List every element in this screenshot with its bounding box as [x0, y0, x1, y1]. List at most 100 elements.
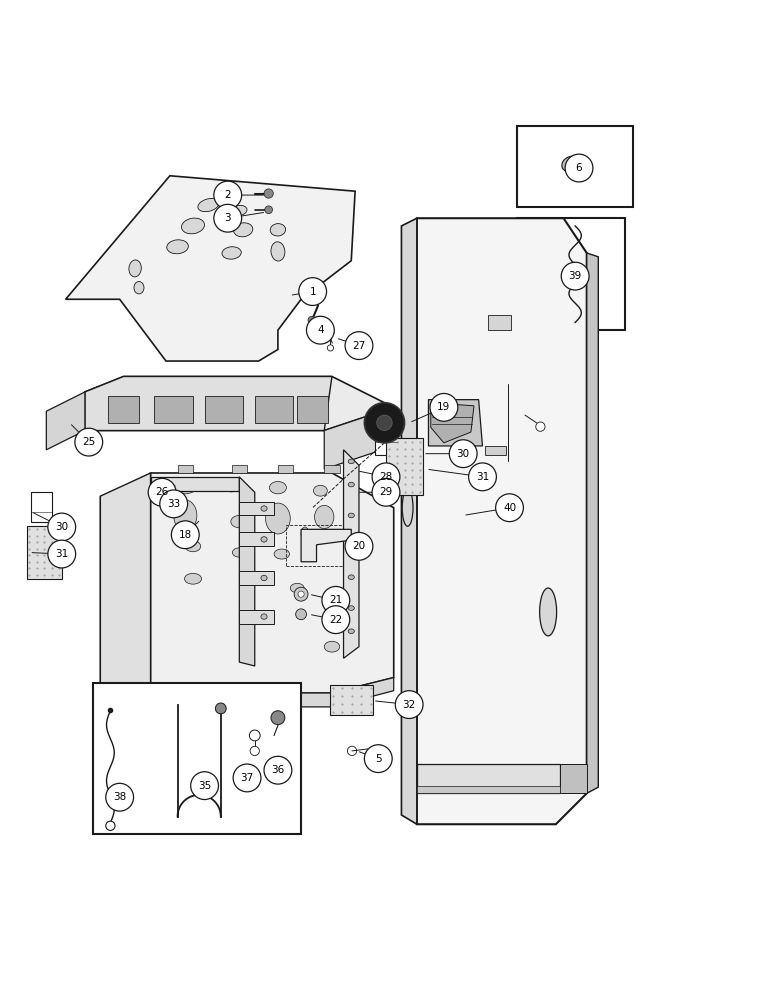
- Ellipse shape: [159, 493, 173, 503]
- Circle shape: [306, 316, 334, 344]
- Text: 29: 29: [379, 487, 393, 497]
- Polygon shape: [100, 496, 239, 710]
- Ellipse shape: [270, 224, 286, 236]
- Ellipse shape: [231, 515, 248, 528]
- Text: 26: 26: [155, 487, 169, 497]
- Ellipse shape: [348, 513, 354, 518]
- Text: 30: 30: [456, 449, 470, 459]
- Ellipse shape: [348, 575, 354, 580]
- Text: 38: 38: [113, 792, 127, 802]
- Text: 21: 21: [329, 595, 343, 605]
- Circle shape: [106, 821, 115, 830]
- Circle shape: [233, 764, 261, 792]
- Circle shape: [106, 783, 134, 811]
- Circle shape: [327, 345, 334, 351]
- Text: 4: 4: [317, 325, 323, 335]
- Text: 40: 40: [503, 503, 516, 513]
- Polygon shape: [46, 392, 85, 450]
- Bar: [517, 126, 633, 207]
- Circle shape: [322, 586, 350, 614]
- Polygon shape: [151, 678, 394, 707]
- Ellipse shape: [261, 575, 267, 581]
- Bar: [417, 786, 560, 793]
- Bar: [205, 396, 243, 423]
- Circle shape: [271, 711, 285, 725]
- Bar: [517, 218, 625, 330]
- Text: 25: 25: [82, 437, 96, 447]
- Ellipse shape: [134, 282, 144, 294]
- Circle shape: [345, 532, 373, 560]
- Circle shape: [75, 428, 103, 456]
- Circle shape: [214, 181, 242, 209]
- Ellipse shape: [198, 199, 219, 212]
- Bar: [485, 446, 506, 455]
- Text: 28: 28: [379, 472, 393, 482]
- Ellipse shape: [232, 205, 247, 216]
- Circle shape: [364, 745, 392, 773]
- Bar: [417, 764, 560, 793]
- Ellipse shape: [348, 482, 354, 487]
- Ellipse shape: [348, 544, 354, 549]
- Polygon shape: [85, 376, 332, 431]
- Text: 37: 37: [240, 773, 254, 783]
- Polygon shape: [428, 400, 482, 446]
- Ellipse shape: [348, 459, 354, 464]
- Circle shape: [171, 521, 199, 549]
- Text: 35: 35: [198, 781, 212, 791]
- Circle shape: [148, 478, 176, 506]
- Polygon shape: [417, 218, 587, 824]
- Circle shape: [308, 316, 316, 324]
- Circle shape: [48, 513, 76, 541]
- Circle shape: [214, 204, 242, 232]
- Bar: [31, 492, 52, 522]
- Bar: [108, 396, 139, 423]
- Ellipse shape: [185, 573, 201, 584]
- Ellipse shape: [348, 606, 354, 610]
- Text: 27: 27: [352, 341, 366, 351]
- Text: 36: 36: [271, 765, 285, 775]
- Circle shape: [364, 403, 405, 443]
- Ellipse shape: [266, 503, 290, 534]
- Ellipse shape: [185, 541, 201, 552]
- Ellipse shape: [174, 478, 197, 494]
- Bar: [178, 465, 193, 473]
- Circle shape: [372, 463, 400, 491]
- Polygon shape: [239, 532, 274, 546]
- Circle shape: [160, 490, 188, 518]
- Ellipse shape: [313, 485, 327, 496]
- Bar: [154, 396, 193, 423]
- Circle shape: [430, 393, 458, 421]
- Ellipse shape: [274, 549, 290, 559]
- Ellipse shape: [261, 506, 267, 511]
- Bar: [330, 685, 373, 715]
- Ellipse shape: [224, 480, 239, 492]
- Polygon shape: [66, 176, 355, 361]
- Bar: [375, 420, 398, 455]
- Ellipse shape: [324, 641, 340, 652]
- Text: 31: 31: [55, 549, 69, 559]
- Polygon shape: [239, 610, 274, 624]
- Text: 1: 1: [310, 287, 316, 297]
- Ellipse shape: [562, 156, 581, 172]
- Circle shape: [48, 540, 76, 568]
- Text: 30: 30: [55, 522, 69, 532]
- Ellipse shape: [301, 527, 309, 541]
- Circle shape: [345, 332, 373, 359]
- Circle shape: [536, 422, 545, 431]
- Bar: [278, 465, 293, 473]
- Text: 31: 31: [476, 472, 489, 482]
- Text: 33: 33: [167, 499, 181, 509]
- Circle shape: [496, 494, 523, 522]
- Circle shape: [191, 772, 218, 800]
- Text: 39: 39: [568, 271, 582, 281]
- Circle shape: [298, 591, 304, 597]
- Circle shape: [469, 463, 496, 491]
- Ellipse shape: [167, 240, 188, 254]
- Circle shape: [322, 606, 350, 634]
- Circle shape: [264, 189, 273, 198]
- Circle shape: [265, 206, 273, 214]
- Polygon shape: [100, 473, 151, 710]
- Circle shape: [561, 262, 589, 290]
- Ellipse shape: [239, 580, 255, 590]
- Bar: [488, 315, 511, 330]
